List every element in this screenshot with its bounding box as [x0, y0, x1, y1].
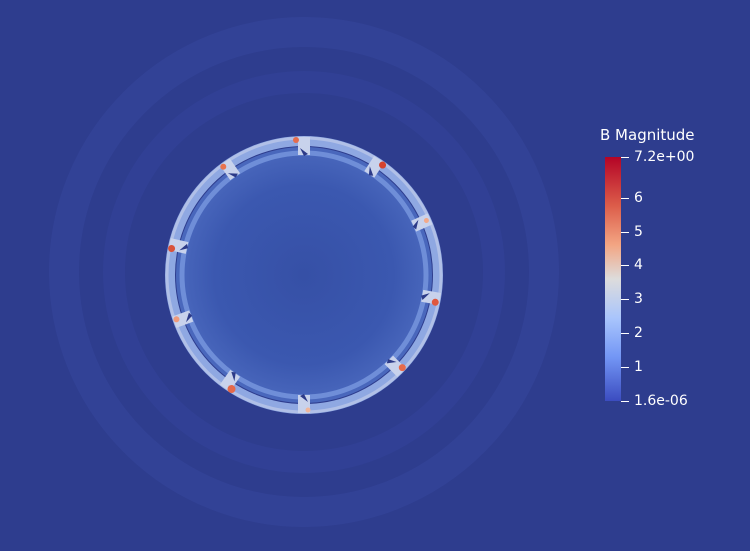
legend-tick [621, 333, 629, 335]
middle-air-ring [103, 71, 505, 473]
outer-air-ring [49, 17, 559, 527]
legend-tick-label: 6 [634, 189, 643, 206]
legend-tick-label: 1.6e-06 [634, 393, 688, 409]
legend-tick [621, 197, 629, 199]
legend-tick-label: 4 [634, 257, 643, 274]
legend-tick-label: 5 [634, 223, 643, 240]
legend-tick [621, 401, 629, 402]
legend-tick [621, 299, 629, 301]
legend-tick-label: 2 [634, 325, 643, 342]
legend-tick [621, 231, 629, 233]
legend-tick-label: 7.2e+00 [634, 149, 695, 165]
color-legend: B Magnitude 7.2e+00 6 5 4 3 2 1 1.6e-06 [596, 126, 746, 416]
pole-hotspots [168, 137, 441, 413]
legend-tick [621, 157, 629, 158]
legend-tick-label: 1 [634, 359, 643, 376]
legend-tick-label: 3 [634, 291, 643, 308]
legend-title: B Magnitude [600, 126, 695, 144]
rotor-interior [176, 147, 432, 403]
legend-tick [621, 367, 629, 369]
legend-tick [621, 265, 629, 267]
colorbar [605, 157, 621, 401]
